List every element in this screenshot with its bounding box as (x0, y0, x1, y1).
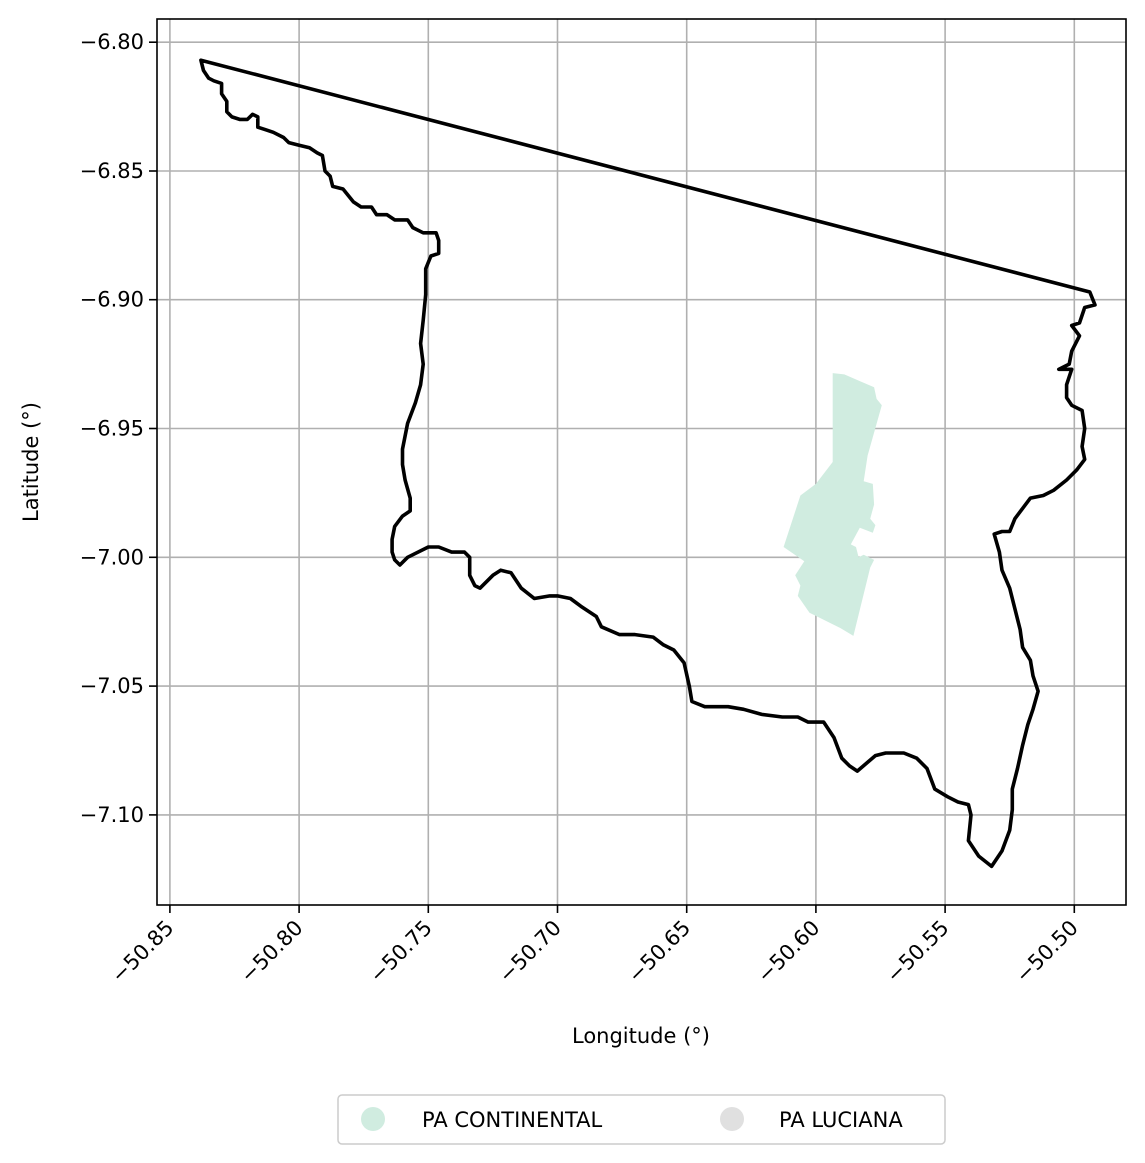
y-tick-label: −6.80 (80, 30, 144, 54)
y-tick-label: −7.10 (80, 803, 144, 827)
x-axis-label: Longitude (°) (572, 1024, 710, 1048)
map-areas (783, 373, 882, 636)
legend-label-pa-continental: PA CONTINENTAL (422, 1108, 603, 1132)
y-tick-label: −6.95 (80, 417, 144, 441)
y-tick-label: −7.00 (80, 545, 144, 569)
legend-marker-pa-continental (361, 1107, 385, 1131)
boundary-outline (199, 58, 1097, 869)
legend-frame (337, 1094, 946, 1145)
legend-label-pa-luciana: PA LUCIANA (779, 1108, 903, 1132)
y-tick-label: −6.85 (80, 159, 144, 183)
plot-frame (156, 18, 1127, 906)
area-pa-continental (783, 373, 882, 636)
municipality-boundary (199, 58, 1097, 869)
y-tick-label: −7.05 (80, 674, 144, 698)
y-tick-label: −6.90 (80, 288, 144, 312)
legend-marker-pa-luciana (720, 1107, 744, 1131)
legend: PA CONTINENTAL PA LUCIANA (337, 1094, 946, 1145)
y-axis-label: Latitude (°) (19, 402, 43, 522)
gridlines (157, 19, 1126, 905)
